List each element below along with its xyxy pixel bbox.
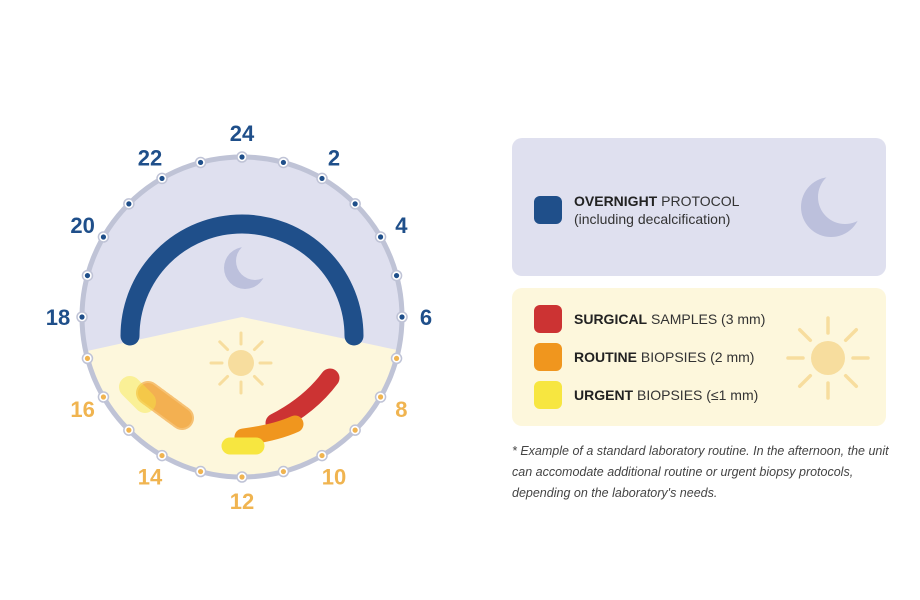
hour-marker — [277, 156, 290, 169]
hour-marker — [236, 151, 248, 163]
hour-marker — [390, 352, 403, 365]
urgent-legend-label: URGENT BIOPSIES (≤1 mm) — [574, 386, 758, 404]
sun-icon — [209, 331, 273, 395]
hour-label-8: 8 — [395, 397, 407, 422]
crescent-moon-icon — [224, 242, 274, 289]
crescent-moon-icon — [801, 172, 865, 237]
routine-biopsies-optional-fill — [138, 383, 192, 428]
routine-legend-rest: BIOPSIES (2 mm) — [637, 349, 755, 365]
legend-item-urgent: URGENT BIOPSIES (≤1 mm) — [534, 381, 758, 409]
daytime-legend-card: SURGICAL SAMPLES (3 mm) ROUTINE BIOPSIES… — [512, 288, 886, 426]
hour-marker — [390, 269, 403, 282]
surgical-swatch — [534, 305, 562, 333]
hour-label-24: 24 — [230, 121, 255, 146]
routine-legend-label: ROUTINE BIOPSIES (2 mm) — [574, 348, 754, 366]
overnight-legend-line2: (including decalcification) — [574, 211, 731, 227]
overnight-swatch — [534, 196, 562, 224]
hour-marker — [194, 156, 207, 169]
hour-marker — [123, 424, 135, 436]
urgent-biopsies-optional-bar — [119, 376, 156, 413]
urgent-legend-rest: BIOPSIES (≤1 mm) — [633, 387, 759, 403]
hour-marker — [97, 391, 110, 403]
urgent-legend-bold: URGENT — [574, 387, 634, 403]
hour-label-22: 22 — [138, 146, 162, 171]
hour-markers — [76, 151, 408, 483]
overnight-legend-bold: OVERNIGHT — [574, 193, 658, 209]
surgical-legend-rest: SAMPLES (3 mm) — [647, 311, 766, 327]
hour-marker — [374, 391, 387, 403]
routine-biopsies-optional-bar — [136, 381, 194, 430]
hour-marker — [76, 311, 88, 323]
hour-marker — [277, 465, 290, 478]
hour-label-18: 18 — [46, 305, 70, 330]
routine-biopsies-bar — [234, 415, 304, 446]
legend-item-overnight: OVERNIGHT PROTOCOL (including decalcific… — [534, 192, 739, 228]
hour-label-12: 12 — [230, 489, 254, 514]
urgent-swatch — [534, 381, 562, 409]
hour-label-10: 10 — [322, 464, 346, 489]
hour-marker — [97, 231, 110, 243]
hour-marker — [374, 231, 387, 243]
hour-marker — [81, 269, 94, 282]
sun-icon — [786, 316, 870, 400]
legend-item-surgical: SURGICAL SAMPLES (3 mm) — [534, 305, 765, 333]
hour-marker — [349, 424, 361, 436]
hour-label-16: 16 — [70, 397, 94, 422]
hour-label-20: 20 — [70, 213, 94, 238]
hour-marker — [123, 198, 135, 210]
overnight-legend-rest: PROTOCOL — [657, 193, 740, 209]
surgical-legend-bold: SURGICAL — [574, 311, 648, 327]
overnight-legend-label: OVERNIGHT PROTOCOL (including decalcific… — [574, 192, 739, 228]
overnight-protocol-arc — [120, 214, 364, 346]
hour-marker — [156, 172, 168, 185]
hour-label-2: 2 — [328, 146, 340, 171]
footnote: * Example of a standard laboratory routi… — [512, 444, 889, 500]
surgical-samples-bar — [265, 368, 340, 433]
hour-marker — [349, 198, 361, 210]
routine-legend-bold: ROUTINE — [574, 349, 637, 365]
hour-marker — [236, 471, 248, 483]
hour-label-14: 14 — [138, 464, 163, 489]
surgical-legend-label: SURGICAL SAMPLES (3 mm) — [574, 310, 765, 328]
hour-label-4: 4 — [395, 213, 408, 238]
hour-marker — [316, 172, 328, 185]
hour-marker — [156, 449, 168, 462]
hour-marker — [316, 449, 328, 462]
hour-label-6: 6 — [420, 305, 432, 330]
hour-marker — [396, 311, 408, 323]
hour-marker — [194, 465, 207, 478]
routine-swatch — [534, 343, 562, 371]
legend-item-routine: ROUTINE BIOPSIES (2 mm) — [534, 343, 754, 371]
hour-marker — [81, 352, 94, 365]
overnight-legend-card: OVERNIGHT PROTOCOL (including decalcific… — [512, 138, 886, 276]
